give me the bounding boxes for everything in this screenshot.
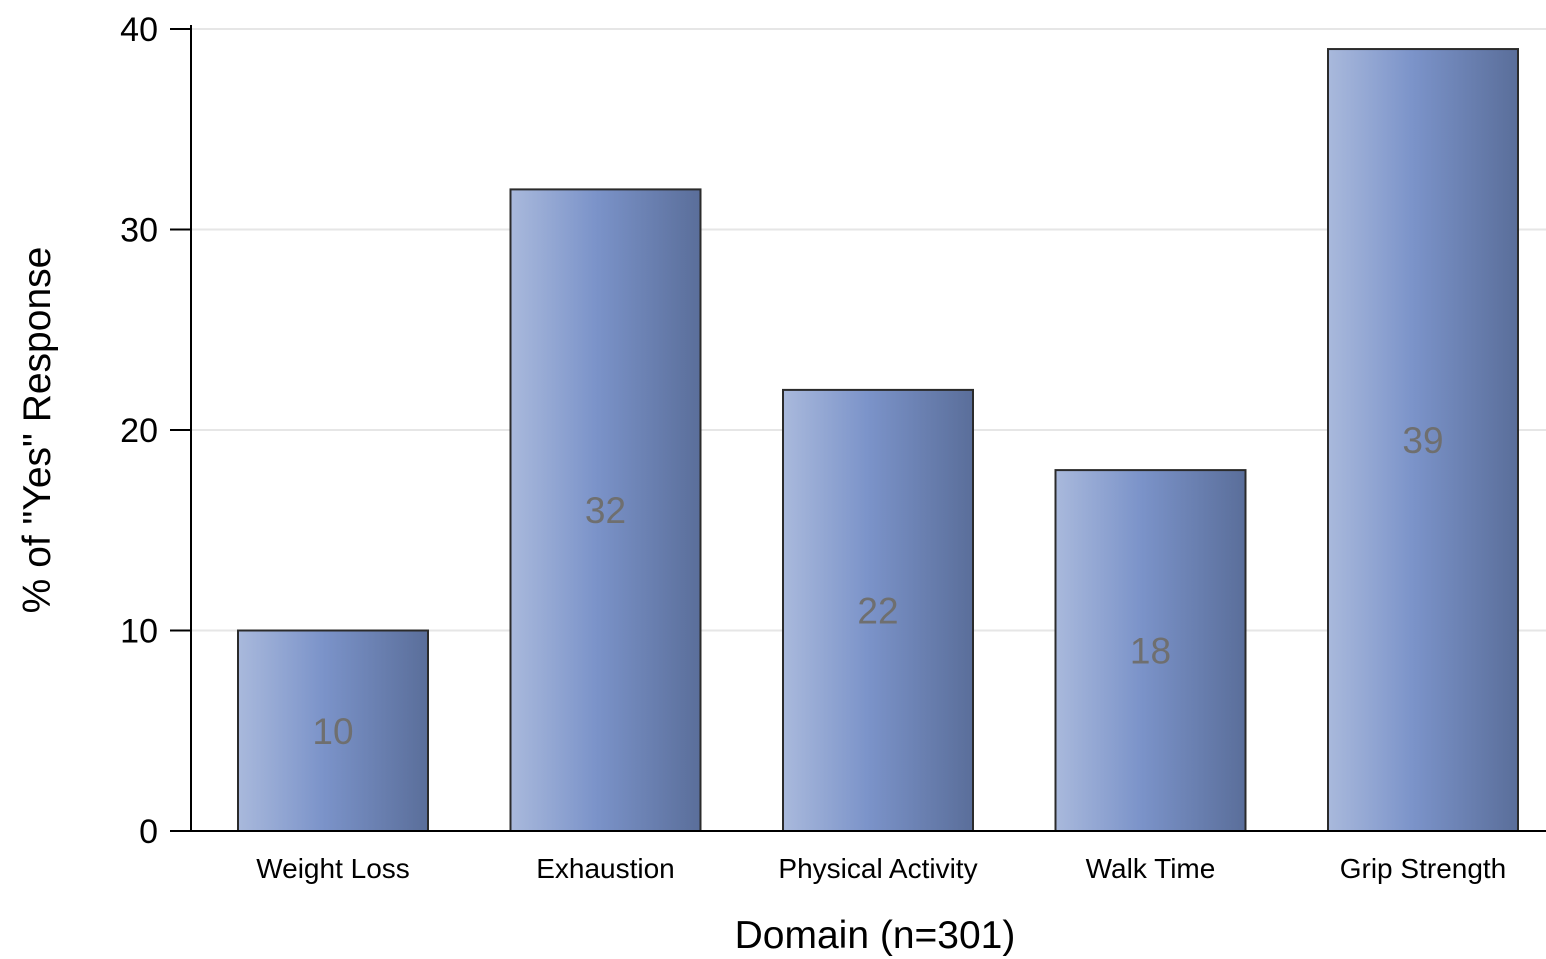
bar-physical-activity bbox=[782, 388, 974, 832]
bars bbox=[237, 48, 1519, 833]
y-tick-label-30: 30 bbox=[120, 212, 158, 250]
bar-walk-time bbox=[1054, 469, 1247, 832]
x-tick-label-weight-loss: Weight Loss bbox=[256, 853, 410, 884]
data-label-exhaustion: 32 bbox=[585, 490, 626, 531]
data-label-grip-strength: 39 bbox=[1402, 420, 1443, 461]
axes: Weight Loss Exhaustion Physical Activity Wa… bbox=[120, 11, 1546, 884]
x-tick-label-physical-activity: Physical Activity bbox=[778, 853, 977, 884]
y-axis-title: % of "Yes" Response bbox=[16, 247, 59, 614]
x-tick-label-walk-time: Walk Time bbox=[1086, 853, 1216, 884]
data-label-walk-time: 18 bbox=[1130, 631, 1171, 672]
x-tick-label-exhaustion: Exhaustion bbox=[536, 853, 675, 884]
y-tick-label-20: 20 bbox=[120, 412, 158, 450]
data-label-physical-activity: 22 bbox=[857, 590, 898, 631]
data-labels: 10 32 22 18 39 bbox=[312, 420, 1443, 752]
y-tick-label-10: 10 bbox=[120, 613, 158, 651]
y-tick-label-40: 40 bbox=[120, 11, 158, 49]
bar-weight-loss bbox=[237, 629, 429, 832]
x-tick-label-grip-strength: Grip Strength bbox=[1340, 853, 1507, 884]
data-label-weight-loss: 10 bbox=[312, 711, 353, 752]
y-tick-label-0: 0 bbox=[139, 813, 158, 851]
x-axis-title: Domain (n=301) bbox=[735, 914, 1016, 957]
bar-grip-strength bbox=[1327, 48, 1519, 833]
